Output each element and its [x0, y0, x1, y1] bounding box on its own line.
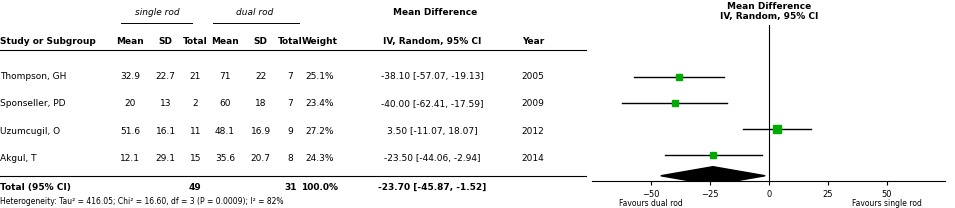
Title: Mean Difference
IV, Random, 95% CI: Mean Difference IV, Random, 95% CI — [719, 2, 818, 21]
Text: Akgul, T: Akgul, T — [0, 154, 36, 163]
Text: Total: Total — [183, 37, 208, 46]
Text: 13: 13 — [160, 99, 172, 109]
Text: Study or Subgroup: Study or Subgroup — [0, 37, 96, 46]
Text: Favours single rod: Favours single rod — [852, 199, 922, 208]
Text: Favours dual rod: Favours dual rod — [619, 199, 683, 208]
Text: SD: SD — [159, 37, 173, 46]
Text: IV, Random, 95% CI: IV, Random, 95% CI — [383, 37, 481, 46]
Text: 31: 31 — [284, 183, 296, 192]
Text: 9: 9 — [287, 126, 293, 136]
Polygon shape — [661, 167, 765, 185]
Text: single rod: single rod — [135, 8, 180, 17]
Text: 32.9: 32.9 — [120, 72, 140, 82]
Text: Total: Total — [278, 37, 303, 46]
Text: 20: 20 — [124, 99, 136, 109]
Text: 20.7: 20.7 — [250, 154, 270, 163]
Text: 23.4%: 23.4% — [306, 99, 334, 109]
Text: Mean: Mean — [117, 37, 144, 46]
Text: dual rod: dual rod — [236, 8, 273, 17]
Text: 25.1%: 25.1% — [306, 72, 334, 82]
Text: 22: 22 — [255, 72, 266, 82]
Text: 16.9: 16.9 — [250, 126, 270, 136]
Text: SD: SD — [253, 37, 267, 46]
Text: 48.1: 48.1 — [215, 126, 235, 136]
Text: Sponseller, PD: Sponseller, PD — [0, 99, 66, 109]
Text: 15: 15 — [190, 154, 202, 163]
Text: 8: 8 — [287, 154, 293, 163]
Text: 27.2%: 27.2% — [306, 126, 334, 136]
Text: 2012: 2012 — [521, 126, 544, 136]
Text: 12.1: 12.1 — [120, 154, 140, 163]
Text: 11: 11 — [190, 126, 202, 136]
Text: Uzumcugil, O: Uzumcugil, O — [0, 126, 60, 136]
Text: 2005: 2005 — [521, 72, 544, 82]
Text: 2014: 2014 — [521, 154, 544, 163]
Text: 21: 21 — [190, 72, 202, 82]
Text: 16.1: 16.1 — [156, 126, 176, 136]
Text: Mean Difference: Mean Difference — [393, 8, 478, 17]
Text: 60: 60 — [220, 99, 231, 109]
Text: 49: 49 — [189, 183, 202, 192]
Text: 18: 18 — [255, 99, 266, 109]
Text: 22.7: 22.7 — [156, 72, 176, 82]
Text: -23.70 [-45.87, -1.52]: -23.70 [-45.87, -1.52] — [378, 183, 486, 192]
Text: 71: 71 — [220, 72, 231, 82]
Text: 2009: 2009 — [521, 99, 544, 109]
Text: 2: 2 — [193, 99, 199, 109]
Text: -40.00 [-62.41, -17.59]: -40.00 [-62.41, -17.59] — [381, 99, 483, 109]
Text: Total (95% CI): Total (95% CI) — [0, 183, 71, 192]
Text: Year: Year — [521, 37, 544, 46]
Text: Weight: Weight — [302, 37, 338, 46]
Text: 3.50 [-11.07, 18.07]: 3.50 [-11.07, 18.07] — [387, 126, 478, 136]
Text: 51.6: 51.6 — [120, 126, 140, 136]
Text: Heterogeneity: Tau² = 416.05; Chi² = 16.60, df = 3 (P = 0.0009); I² = 82%: Heterogeneity: Tau² = 416.05; Chi² = 16.… — [0, 197, 284, 206]
Text: 29.1: 29.1 — [156, 154, 176, 163]
Text: 100.0%: 100.0% — [301, 183, 338, 192]
Text: 35.6: 35.6 — [215, 154, 235, 163]
Text: -38.10 [-57.07, -19.13]: -38.10 [-57.07, -19.13] — [381, 72, 483, 82]
Text: -23.50 [-44.06, -2.94]: -23.50 [-44.06, -2.94] — [384, 154, 480, 163]
Text: 24.3%: 24.3% — [306, 154, 334, 163]
Text: 7: 7 — [287, 99, 293, 109]
Text: 7: 7 — [287, 72, 293, 82]
Text: Thompson, GH: Thompson, GH — [0, 72, 67, 82]
Text: Mean: Mean — [211, 37, 239, 46]
